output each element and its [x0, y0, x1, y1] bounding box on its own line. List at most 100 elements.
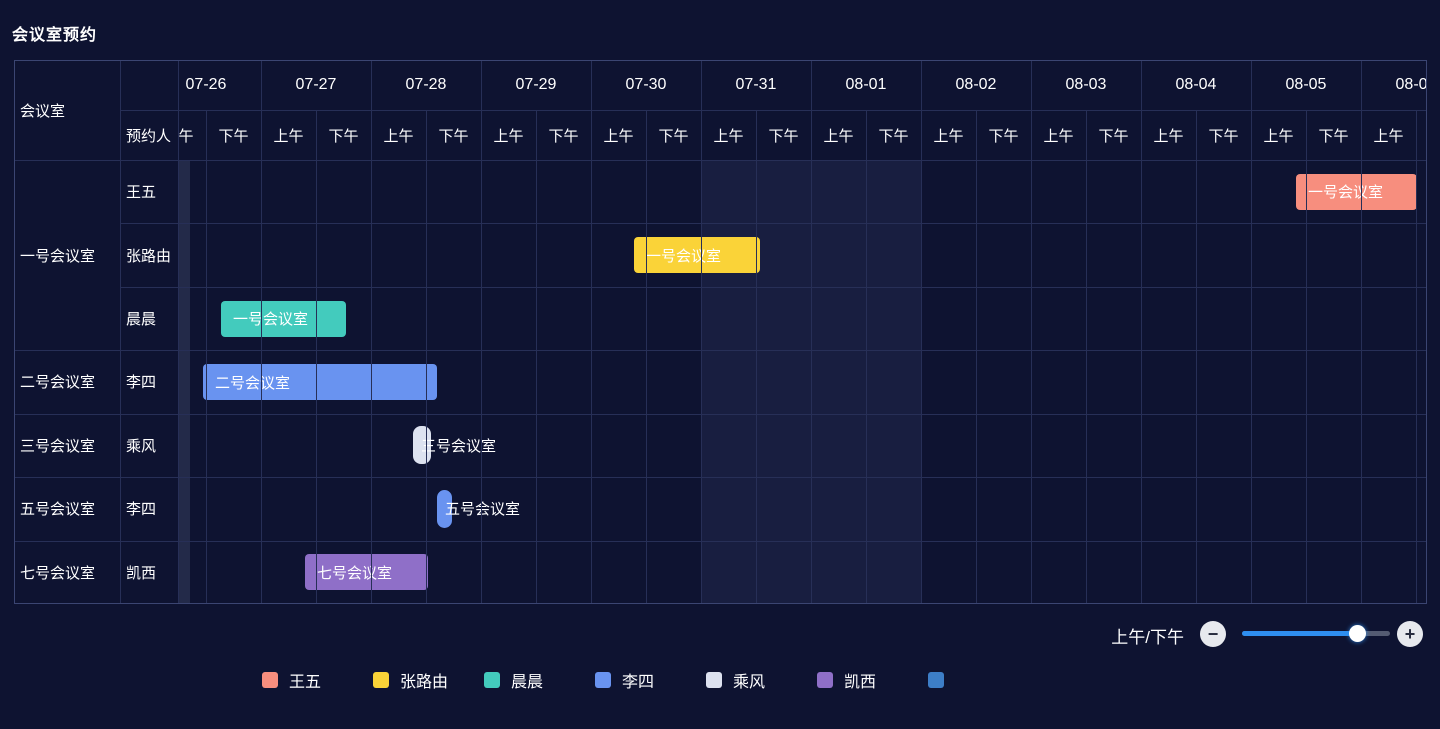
halfday-header: 上午 [1263, 127, 1294, 145]
timeline-scrollbar[interactable] [178, 160, 190, 604]
reservation-label: 五号会议室 [445, 501, 521, 519]
legend-swatch [595, 672, 611, 688]
person-name-cell: 晨晨 [126, 311, 157, 329]
legend-label: 张路由 [400, 674, 449, 691]
halfday-header: 下午 [548, 127, 579, 145]
halfday-header: 下午 [1098, 127, 1129, 145]
legend-item[interactable]: 凯西 [817, 671, 877, 691]
date-header: 07-27 [295, 76, 337, 93]
reservation-bar[interactable] [413, 426, 431, 465]
person-column-header: 预约人 [126, 127, 172, 145]
zoom-out-button[interactable]: − [1200, 621, 1226, 647]
legend-swatch [373, 672, 389, 688]
person-name-cell: 李四 [126, 374, 157, 392]
halfday-header: 上午 [383, 127, 414, 145]
person-name-cell: 乘风 [126, 437, 157, 455]
grid-line-vertical [976, 110, 977, 604]
room-name-cell: 二号会议室 [20, 374, 96, 392]
grid-line-vertical [536, 110, 537, 604]
reservation-bar[interactable]: 一号会议室 [1296, 173, 1417, 210]
halfday-header: 上午 [1153, 127, 1184, 145]
legend-swatch [262, 672, 278, 688]
date-header: 07-30 [625, 76, 667, 93]
date-header: 07-26 [185, 76, 227, 93]
halfday-header: 下午 [1318, 127, 1349, 145]
halfday-header: 上午 [603, 127, 634, 145]
grid-line-vertical [1086, 110, 1087, 604]
reservation-bar[interactable]: 一号会议室 [634, 237, 760, 274]
reservation-label: 三号会议室 [421, 437, 497, 455]
halfday-header: 下午 [438, 127, 469, 145]
halfday-header: 下午 [1208, 127, 1239, 145]
zoom-slider-track[interactable] [1242, 625, 1390, 642]
person-name-cell: 王五 [126, 184, 157, 202]
person-name-cell: 凯西 [126, 564, 157, 582]
date-header: 08-03 [1065, 76, 1107, 93]
date-header: 07-31 [735, 76, 777, 93]
zoom-mode-label: 上午/下午 [1111, 628, 1184, 647]
reservation-bar[interactable]: 二号会议室 [203, 364, 437, 400]
room-name-cell: 一号会议室 [20, 247, 96, 265]
halfday-header: 上午 [823, 127, 854, 145]
legend-swatch [706, 672, 722, 688]
grid-line-vertical [426, 110, 427, 604]
page-title: 会议室预约 [12, 27, 98, 44]
date-header: 08-02 [955, 76, 997, 93]
legend-label: 凯西 [844, 674, 877, 691]
reservation-bar[interactable] [437, 489, 452, 528]
date-header: 08-06 [1395, 76, 1427, 93]
grid-line-vertical [1196, 110, 1197, 604]
halfday-header: 下午 [768, 127, 799, 145]
date-header: 07-28 [405, 76, 447, 93]
date-header: 08-01 [845, 76, 887, 93]
halfday-header: 下午 [988, 127, 1019, 145]
halfday-header: 下午 [328, 127, 359, 145]
timeline-content: 07-26上午下午07-27上午下午07-28上午下午07-29上午下午07-3… [178, 60, 1427, 604]
halfday-header: 下午 [878, 127, 909, 145]
legend-label: 王五 [289, 674, 322, 691]
halfday-header: 上午 [1373, 127, 1404, 145]
halfday-header: 下午 [1416, 110, 1427, 160]
grid-line-vertical [646, 110, 647, 604]
halfday-header: 上午 [933, 127, 964, 145]
room-name-cell: 七号会议室 [20, 564, 96, 582]
person-name-cell: 张路由 [126, 247, 172, 265]
reservation-bar[interactable]: 七号会议室 [305, 554, 428, 591]
date-header: 07-29 [515, 76, 557, 93]
halfday-header: 上午 [178, 127, 194, 145]
zoom-in-button[interactable]: + [1397, 621, 1423, 647]
halfday-header: 下午 [658, 127, 689, 145]
room-name-cell: 五号会议室 [20, 501, 96, 519]
legend-swatch [817, 672, 833, 688]
room-name-cell: 三号会议室 [20, 437, 96, 455]
zoom-slider-fill [1242, 631, 1358, 636]
legend-label: 李四 [622, 674, 655, 691]
grid-line-vertical [756, 110, 757, 604]
halfday-header: 上午 [1043, 127, 1074, 145]
zoom-slider-handle[interactable] [1349, 625, 1367, 642]
legend-item[interactable]: 张路由 [373, 671, 449, 691]
date-header: 08-05 [1285, 76, 1327, 93]
legend-item[interactable]: 晨晨 [484, 671, 544, 691]
grid-line-vertical [206, 110, 207, 604]
legend-label: 乘风 [733, 674, 766, 691]
legend-item[interactable] [928, 671, 944, 689]
halfday-header: 上午 [713, 127, 744, 145]
legend-item[interactable]: 王五 [262, 671, 322, 691]
legend-swatch [484, 672, 500, 688]
room-column-header: 会议室 [20, 102, 66, 120]
legend-item[interactable]: 李四 [595, 671, 655, 691]
date-header: 08-04 [1175, 76, 1217, 93]
timeline-panel: 07-26上午下午07-27上午下午07-28上午下午07-29上午下午07-3… [178, 60, 1427, 604]
legend-swatch [928, 672, 944, 688]
halfday-header: 上午 [273, 127, 304, 145]
legend-label: 晨晨 [511, 674, 544, 691]
grid-line-vertical [316, 110, 317, 604]
reservation-bar[interactable]: 一号会议室 [221, 300, 346, 337]
person-name-cell: 李四 [126, 501, 157, 519]
halfday-header: 下午 [218, 127, 249, 145]
halfday-header: 上午 [493, 127, 524, 145]
legend-item[interactable]: 乘风 [706, 671, 766, 691]
grid-line-vertical [866, 110, 867, 604]
